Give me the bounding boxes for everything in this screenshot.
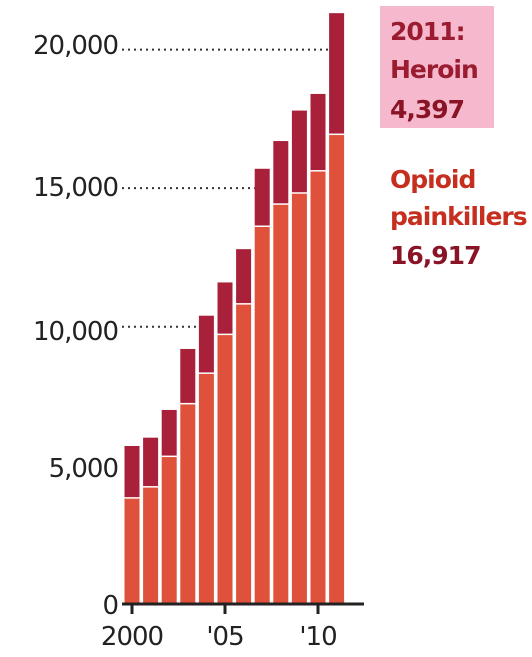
y-tick-label-15000: 15,000 (33, 173, 118, 203)
bar-heroin-2003 (180, 348, 196, 403)
annotation-heroin: 2011: Heroin 4,397 (380, 6, 494, 128)
bar-heroin-2010 (310, 93, 326, 171)
bar-opioid-2007 (254, 226, 270, 604)
bar-heroin-2005 (217, 282, 233, 334)
x-tick-label-2005: '05 (206, 622, 243, 652)
annotation-opioid: Opioid painkillers 16,917 (390, 165, 528, 270)
heroin-annotation-background (380, 6, 494, 128)
bar-heroin-2006 (236, 249, 252, 304)
y-tick-labels: 0 5,000 10,000 15,000 20,000 (33, 31, 119, 621)
bar-opioid-2001 (143, 487, 159, 604)
gridlines (122, 48, 330, 328)
bar-opioid-2006 (236, 304, 252, 604)
heroin-annotation-value: 4,397 (390, 95, 464, 124)
bar-heroin-2009 (291, 110, 307, 193)
opioid-annotation-value: 16,917 (390, 241, 480, 270)
bar-opioid-2003 (180, 404, 196, 604)
bar-heroin-2011 (329, 13, 345, 134)
x-tick-label-2010: '10 (299, 622, 336, 652)
y-tick-label-5000: 5,000 (49, 454, 118, 484)
opioid-annotation-line1: Opioid (390, 165, 475, 194)
y-tick-label-0: 0 (102, 591, 118, 621)
bar-heroin-2007 (254, 168, 270, 226)
bar-opioid-2010 (310, 171, 326, 605)
bar-heroin-2004 (198, 315, 214, 373)
bar-opioid-2002 (161, 457, 177, 604)
heroin-annotation-year: 2011: (390, 17, 465, 46)
bar-opioid-2000 (124, 498, 140, 604)
bar-opioid-2011 (329, 135, 345, 604)
bar-opioid-2005 (217, 335, 233, 604)
bar-opioid-2009 (291, 193, 307, 605)
y-tick-label-20000: 20,000 (33, 31, 118, 61)
x-ticks: 2000 '05 '10 (101, 604, 338, 652)
bar-heroin-2001 (143, 437, 159, 487)
bar-opioid-2004 (198, 373, 214, 604)
bar-heroin-2008 (273, 141, 289, 204)
x-tick-label-2000: 2000 (101, 622, 163, 652)
bar-heroin-2000 (124, 445, 140, 498)
bar-opioid-2008 (273, 204, 289, 604)
bars (124, 13, 345, 605)
heroin-annotation-label: Heroin (390, 55, 478, 84)
bar-heroin-2002 (161, 409, 177, 456)
opioid-annotation-line2: painkillers (390, 202, 527, 231)
y-tick-label-10000: 10,000 (33, 317, 118, 347)
